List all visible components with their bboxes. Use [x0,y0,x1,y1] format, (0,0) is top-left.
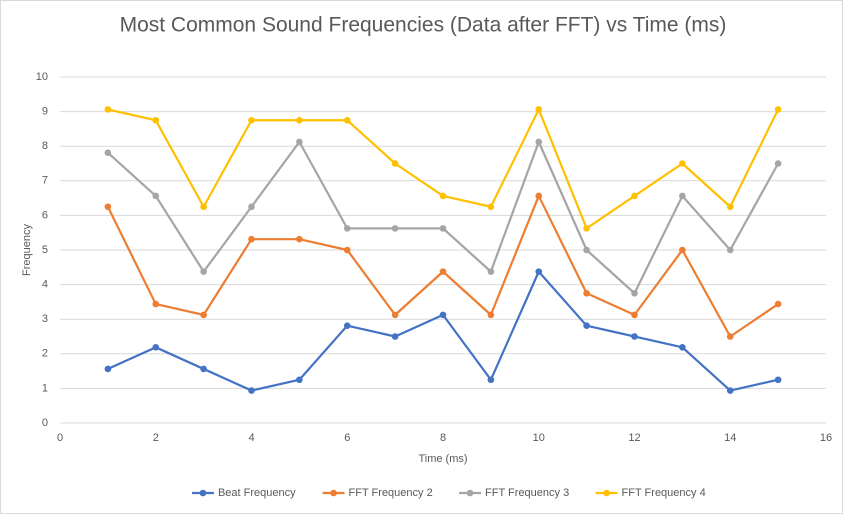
data-point [391,311,399,319]
x-tick-label: 16 [820,432,832,444]
data-point [535,268,543,275]
data-point [296,116,303,124]
y-tick-label: 10 [36,71,48,83]
data-point [296,138,303,146]
data-point [487,376,495,384]
data-point [583,289,590,297]
data-point [296,235,303,243]
data-point [487,203,495,211]
data-point [726,333,734,340]
data-point [631,289,638,297]
data-point [391,160,399,167]
data-point [774,300,782,308]
data-point [343,246,351,254]
data-point [104,203,112,211]
data-point [583,246,590,254]
data-point [535,138,543,146]
data-point [679,344,686,351]
data-point [152,116,160,124]
data-point [152,192,160,200]
data-point [487,311,495,319]
data-point [631,192,638,200]
data-point [583,322,590,329]
y-tick-label: 1 [42,382,48,394]
x-tick-label: 6 [344,432,350,444]
y-tick-label: 7 [42,175,48,187]
data-point [535,106,543,113]
data-point [439,311,447,319]
y-tick-label: 2 [42,348,48,360]
x-tick-label: 0 [57,432,63,444]
data-point [248,116,255,124]
data-point [679,246,686,254]
chart-title: Most Common Sound Frequencies (Data afte… [120,14,727,37]
data-point [726,246,734,254]
data-point [583,225,590,232]
data-point [439,268,447,275]
legend-label: FFT Frequency 4 [622,487,706,499]
data-point [391,333,399,340]
data-point [200,365,207,373]
data-point [248,387,255,394]
legend-label: FFT Frequency 2 [349,487,433,499]
data-point [726,203,734,211]
data-point [248,235,255,243]
data-point [200,268,207,275]
data-point [104,149,112,156]
y-tick-label: 5 [42,244,48,256]
data-point [487,268,495,275]
legend-marker [199,489,207,497]
legend-label: FFT Frequency 3 [485,487,569,499]
x-tick-label: 2 [153,432,159,444]
data-point [104,106,112,113]
data-point [343,225,351,232]
data-point [774,106,782,113]
y-tick-label: 3 [42,313,48,325]
y-axis-label: Frequency [21,224,33,276]
data-point [439,192,447,200]
x-tick-label: 12 [628,432,640,444]
data-point [679,160,686,167]
data-point [439,225,447,232]
data-point [391,225,399,232]
data-point [200,311,207,319]
data-point [535,192,543,200]
y-tick-label: 9 [42,106,48,118]
data-point [152,300,160,308]
x-tick-label: 10 [533,432,545,444]
data-point [631,333,638,340]
data-point [248,203,255,211]
data-point [104,365,112,373]
data-point [726,387,734,394]
data-point [631,311,638,319]
legend-label: Beat Frequency [218,487,296,499]
y-tick-label: 4 [42,279,48,291]
x-axis-label: Time (ms) [418,453,467,465]
x-tick-label: 4 [248,432,254,444]
data-point [343,322,351,329]
legend-marker [466,489,474,497]
data-point [679,192,686,200]
data-point [200,203,207,211]
data-point [774,160,782,167]
data-point [296,376,303,384]
y-tick-label: 6 [42,209,48,221]
y-tick-label: 0 [42,417,48,429]
legend-marker [603,489,610,497]
data-point [774,376,782,384]
x-tick-label: 8 [440,432,446,444]
legend-marker [330,489,337,497]
data-point [152,344,160,351]
x-tick-label: 14 [724,432,736,444]
y-tick-label: 8 [42,140,48,152]
data-point [343,116,351,124]
